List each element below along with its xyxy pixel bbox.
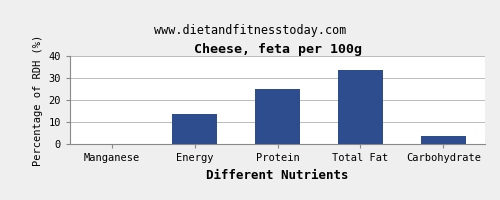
Bar <box>254 89 300 144</box>
Text: www.dietandfitnesstoday.com: www.dietandfitnesstoday.com <box>154 24 346 37</box>
X-axis label: Different Nutrients: Different Nutrients <box>206 169 349 182</box>
Bar <box>420 136 466 144</box>
Bar <box>172 114 218 144</box>
Title: Cheese, feta per 100g: Cheese, feta per 100g <box>194 43 362 56</box>
Bar <box>338 70 383 144</box>
Y-axis label: Percentage of RDH (%): Percentage of RDH (%) <box>33 34 43 166</box>
